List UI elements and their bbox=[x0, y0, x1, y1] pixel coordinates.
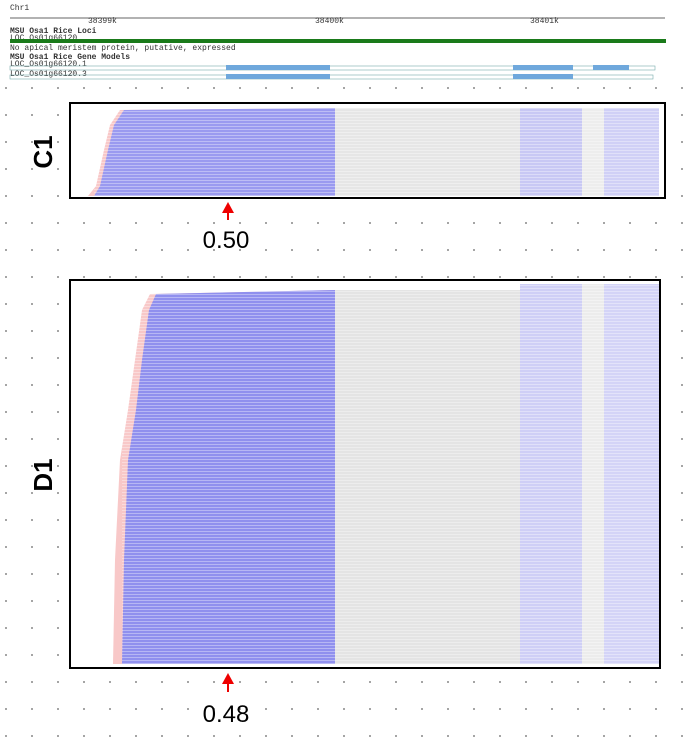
ruler-label: 38400k bbox=[315, 17, 344, 26]
ruler-label: 38401k bbox=[530, 17, 559, 26]
track-item: LOC_Os01g66120.3 bbox=[10, 70, 87, 79]
panel-d1: D1 0.48 bbox=[28, 279, 661, 728]
gene-model bbox=[9, 74, 654, 80]
arrow bbox=[222, 673, 234, 684]
track-item: No apical meristem protein, putative, ex… bbox=[10, 44, 236, 53]
browser-header: Chr1 38399k 38400k 38401k MSU Osa1 Rice … bbox=[9, 4, 666, 80]
track-item: LOC_Os01g66120 bbox=[10, 34, 77, 43]
chromosome: Chr1 bbox=[10, 4, 29, 13]
exon bbox=[513, 65, 573, 70]
panel-frame bbox=[69, 279, 661, 669]
track-item: LOC_Os01g66120.1 bbox=[10, 60, 87, 69]
read-lines bbox=[122, 284, 660, 664]
locus-bar bbox=[10, 39, 666, 43]
track-title: MSU Osa1 Rice Loci bbox=[10, 27, 97, 36]
ruler-label: 38399k bbox=[88, 17, 117, 26]
marker-value: 0.50 bbox=[203, 227, 250, 254]
marker-value: 0.48 bbox=[203, 701, 250, 728]
panel-label: D1 bbox=[28, 458, 58, 491]
exon bbox=[593, 65, 629, 70]
gene-model bbox=[9, 65, 656, 71]
track-title: MSU Osa1 Rice Gene Models bbox=[10, 53, 130, 62]
exon bbox=[226, 65, 330, 70]
arrow bbox=[222, 202, 234, 213]
panel-c1: C1 0.50 bbox=[28, 102, 666, 254]
read-lines bbox=[94, 108, 660, 196]
panel-frame bbox=[69, 102, 666, 199]
panel-label: C1 bbox=[28, 135, 58, 168]
exon bbox=[513, 74, 573, 79]
exon bbox=[226, 74, 330, 79]
